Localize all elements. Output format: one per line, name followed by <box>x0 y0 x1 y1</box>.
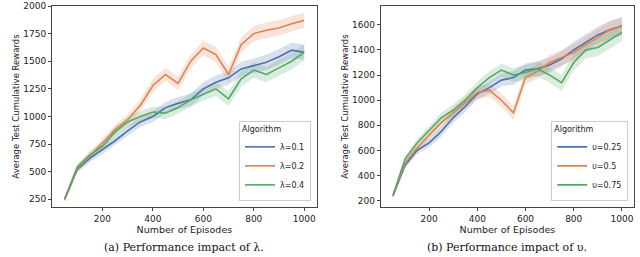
svg-text:600: 600 <box>358 146 375 156</box>
svg-text:υ=0.5: υ=0.5 <box>592 162 616 171</box>
svg-text:600: 600 <box>517 214 534 224</box>
svg-text:600: 600 <box>195 214 212 224</box>
svg-text:λ=0.2: λ=0.2 <box>280 162 304 171</box>
svg-text:1750: 1750 <box>23 29 46 39</box>
svg-text:Algorithm: Algorithm <box>242 125 281 134</box>
svg-text:1600: 1600 <box>352 20 375 30</box>
svg-text:800: 800 <box>565 214 582 224</box>
svg-text:750: 750 <box>29 139 46 149</box>
svg-text:Number of Episodes: Number of Episodes <box>137 224 233 235</box>
svg-text:500: 500 <box>29 167 46 177</box>
svg-text:1000: 1000 <box>352 95 375 105</box>
svg-text:(b) Performance impact of υ.: (b) Performance impact of υ. <box>427 241 587 254</box>
svg-text:1000: 1000 <box>293 214 316 224</box>
svg-text:υ=0.75: υ=0.75 <box>592 181 621 190</box>
svg-text:Average Test Cumulative Reward: Average Test Cumulative Rewards <box>340 34 350 179</box>
svg-text:Average Test Cumulative Reward: Average Test Cumulative Rewards <box>11 34 21 179</box>
svg-text:(a) Performance impact of λ.: (a) Performance impact of λ. <box>104 241 264 254</box>
svg-text:1200: 1200 <box>352 70 375 80</box>
svg-text:υ=0.25: υ=0.25 <box>592 143 621 152</box>
svg-text:Algorithm: Algorithm <box>554 125 593 134</box>
svg-text:λ=0.4: λ=0.4 <box>280 181 304 190</box>
svg-text:250: 250 <box>29 194 46 204</box>
svg-text:λ=0.1: λ=0.1 <box>280 143 304 152</box>
svg-text:400: 400 <box>144 214 161 224</box>
svg-text:200: 200 <box>420 214 437 224</box>
svg-text:2000: 2000 <box>23 1 46 11</box>
svg-text:200: 200 <box>94 214 111 224</box>
svg-text:200: 200 <box>358 196 375 206</box>
svg-text:800: 800 <box>245 214 262 224</box>
svg-text:1400: 1400 <box>352 45 375 55</box>
svg-text:1500: 1500 <box>23 56 46 66</box>
svg-text:1250: 1250 <box>23 84 46 94</box>
svg-text:400: 400 <box>469 214 486 224</box>
svg-text:1000: 1000 <box>23 112 46 122</box>
svg-text:400: 400 <box>358 171 375 181</box>
svg-text:800: 800 <box>358 120 375 130</box>
svg-text:1000: 1000 <box>610 214 633 224</box>
svg-text:Number of Episodes: Number of Episodes <box>460 224 556 235</box>
